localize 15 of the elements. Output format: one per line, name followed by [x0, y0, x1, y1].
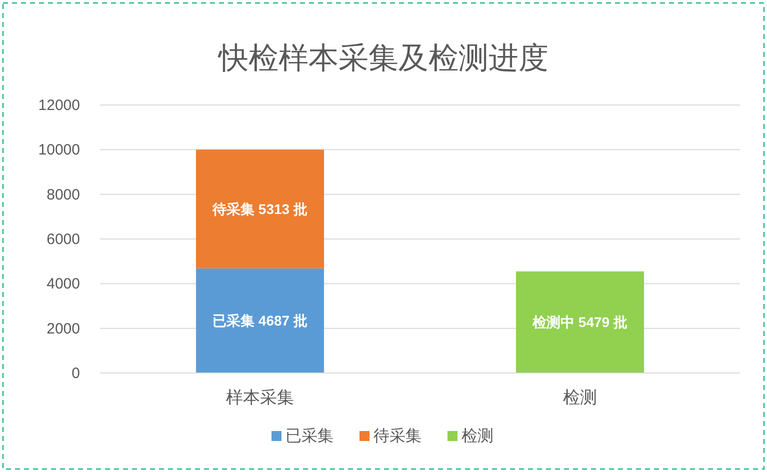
y-tick-label: 4000 — [46, 276, 80, 293]
y-tick-label: 6000 — [46, 231, 80, 248]
data-label: 已采集 4687 批 — [212, 312, 308, 329]
data-label: 检测中 5479 批 — [532, 314, 628, 330]
y-tick-label: 0 — [72, 365, 80, 382]
y-tick-label: 10000 — [38, 142, 80, 159]
y-tick-label: 12000 — [38, 97, 80, 114]
chart-title: 快检样本采集及检测进度 — [218, 42, 548, 75]
y-tick-label: 2000 — [46, 320, 80, 338]
data-label: 待采集 5313 批 — [212, 200, 308, 217]
legend-label: 检测 — [462, 427, 494, 445]
legend-label: 已采集 — [286, 427, 334, 445]
y-tick-label: 8000 — [46, 186, 80, 204]
legend-label: 待采集 — [374, 427, 422, 445]
x-tick-label: 样本采集 — [226, 388, 294, 407]
